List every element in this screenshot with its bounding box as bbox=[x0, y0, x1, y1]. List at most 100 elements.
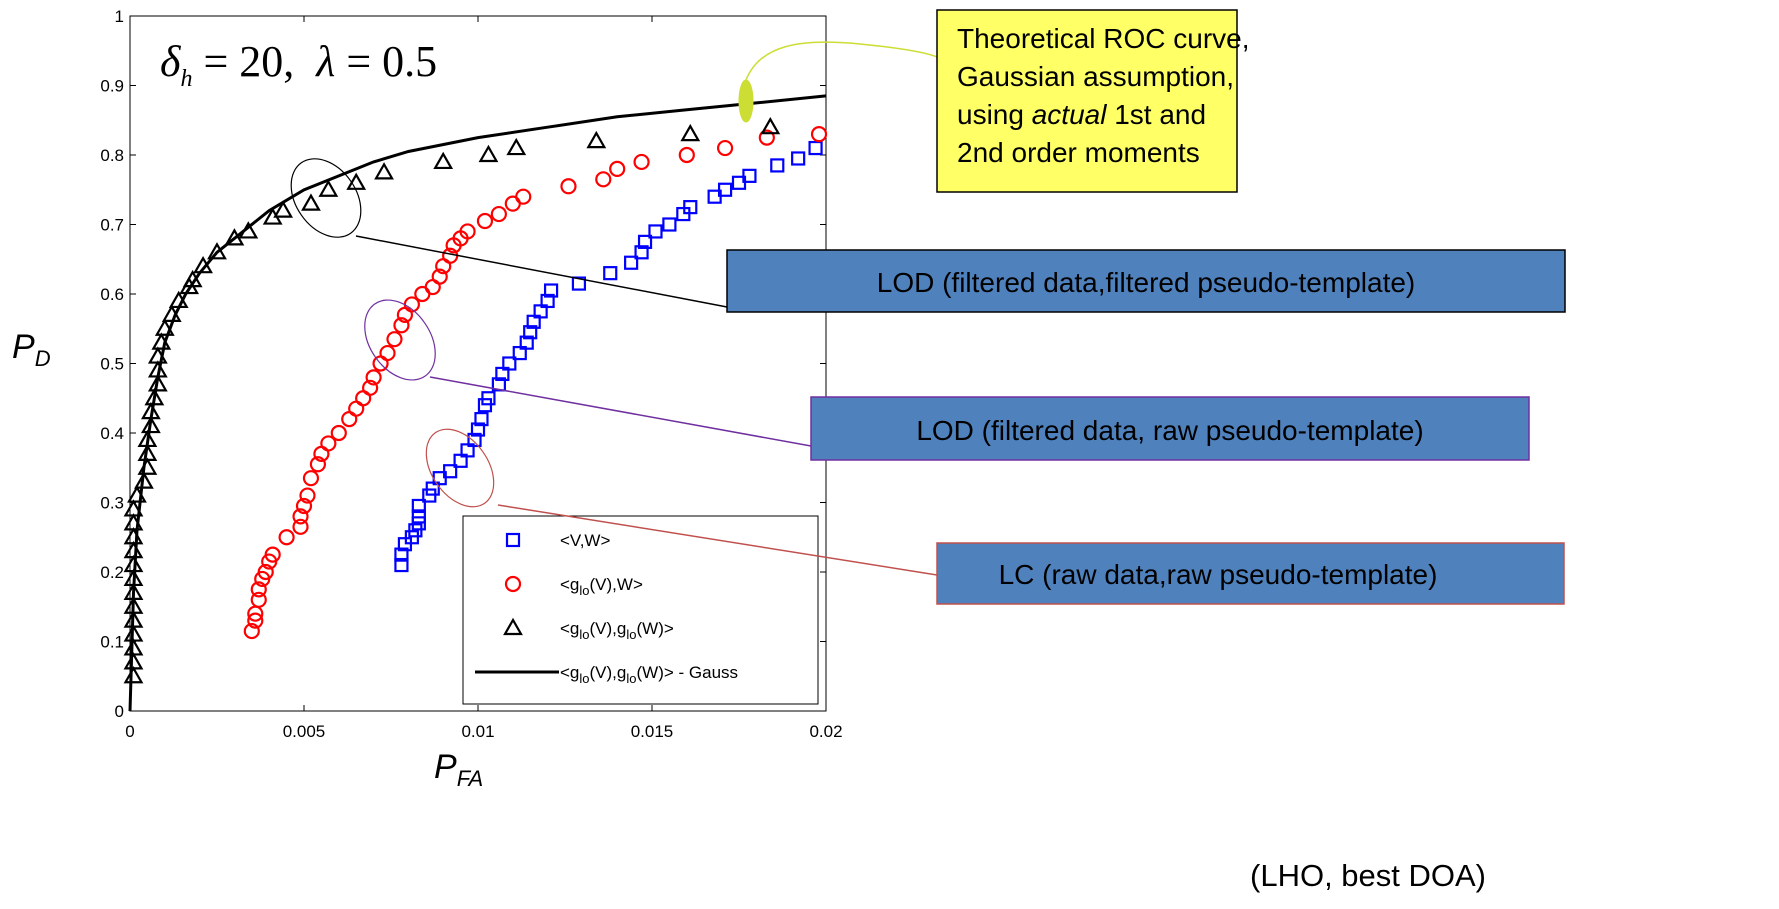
x-axis-label-sub: FA bbox=[456, 766, 484, 791]
data-point-circle bbox=[264, 546, 281, 563]
data-point-square bbox=[481, 391, 496, 406]
data-point-circle bbox=[348, 400, 365, 417]
data-point-triangle bbox=[680, 123, 701, 142]
data-point-square bbox=[717, 182, 733, 197]
annotation-box bbox=[936, 542, 1565, 605]
series-gauss-line bbox=[128, 94, 827, 712]
y-axis-label-main: P bbox=[12, 328, 35, 366]
data-point-square bbox=[634, 245, 649, 260]
data-point-triangle bbox=[506, 137, 527, 156]
data-point-circle bbox=[379, 344, 396, 362]
annotation-text: LC (raw data,raw pseudo-template) bbox=[999, 559, 1438, 590]
data-point-square bbox=[683, 200, 698, 215]
x-tick-label: 0.02 bbox=[809, 722, 842, 741]
data-point-square bbox=[523, 325, 538, 340]
data-point-triangle bbox=[374, 162, 394, 180]
data-point-square bbox=[474, 412, 489, 427]
data-point-triangle bbox=[123, 540, 144, 559]
data-point-square bbox=[808, 140, 823, 156]
data-point-circle bbox=[386, 331, 403, 348]
leader-line-black bbox=[355, 235, 728, 308]
annotations: LOD (filtered data,filtered pseudo-templ… bbox=[290, 9, 1566, 605]
annotation-text: using actual 1st and bbox=[957, 99, 1206, 130]
data-point-circle bbox=[476, 212, 494, 230]
highlight-ellipse-red bbox=[425, 428, 495, 508]
leader-line-purple bbox=[429, 376, 812, 447]
data-point-square bbox=[411, 509, 426, 524]
data-point-circle bbox=[292, 508, 309, 525]
annotation-text: Gaussian assumption, bbox=[957, 61, 1234, 92]
data-point-triangle bbox=[147, 374, 168, 392]
annotation-text: LOD (filtered data, raw pseudo-template) bbox=[916, 415, 1423, 446]
x-tick-label: 0.005 bbox=[283, 722, 326, 741]
param-value-2: = 0.5 bbox=[335, 37, 438, 86]
y-tick-label: 1 bbox=[115, 7, 124, 26]
data-point-circle bbox=[365, 369, 382, 386]
y-tick-label: 0.3 bbox=[100, 494, 124, 513]
data-point-circle bbox=[278, 529, 295, 546]
y-axis-label: PD bbox=[12, 328, 51, 372]
data-point-circle bbox=[299, 487, 316, 504]
data-point-triangle bbox=[123, 652, 144, 670]
data-point-circle bbox=[490, 205, 507, 223]
y-tick-label: 0.7 bbox=[100, 216, 124, 235]
data-point-square bbox=[467, 432, 482, 448]
y-tick-label: 0.5 bbox=[100, 355, 124, 374]
data-point-square bbox=[394, 547, 409, 562]
parameter-label: δh = 20, λ = 0.5 bbox=[160, 36, 437, 93]
data-point-circle bbox=[247, 612, 264, 629]
data-point-circle bbox=[633, 153, 650, 171]
y-tick-label: 0.8 bbox=[100, 146, 124, 165]
data-point-square bbox=[637, 234, 653, 249]
param-symbol-1: δ bbox=[160, 37, 181, 86]
leader-line-yellow bbox=[745, 41, 938, 81]
data-point-circle bbox=[243, 622, 260, 640]
data-point-square bbox=[540, 293, 555, 309]
param-value-1: = 20, bbox=[192, 37, 317, 86]
data-point-square bbox=[394, 557, 409, 573]
x-axis-label: PFA bbox=[434, 748, 483, 792]
x-tick-label: 0.01 bbox=[461, 722, 494, 741]
data-point-circle bbox=[341, 411, 358, 428]
data-point-circle bbox=[330, 424, 347, 442]
highlight-ellipse-yellow bbox=[738, 79, 754, 123]
data-point-circle bbox=[758, 129, 775, 146]
data-point-triangle bbox=[318, 179, 339, 197]
data-point-square bbox=[543, 283, 559, 298]
data-point-triangle bbox=[478, 144, 499, 163]
legend-marker-circle bbox=[504, 575, 522, 593]
data-point-triangle bbox=[137, 443, 158, 461]
data-point-circle bbox=[250, 591, 267, 608]
data-point-circle bbox=[320, 435, 337, 452]
legend-label: <glo(V),glo(W)> - Gauss bbox=[560, 663, 738, 686]
legend-label: <V,W> bbox=[560, 531, 610, 550]
data-point-triangle bbox=[586, 130, 607, 149]
data-point-circle bbox=[257, 563, 274, 581]
data-point-square bbox=[411, 498, 426, 514]
axes: 0 0.1 0.2 0.3 0.4 0.5 0.6 0.7 0.8 0.9 1 0 0.005 0.01 0… bbox=[100, 7, 842, 741]
data-point-triangle bbox=[140, 415, 161, 434]
data-point-square bbox=[470, 422, 486, 437]
data-point-square bbox=[648, 224, 663, 239]
data-point-circle bbox=[560, 178, 577, 195]
x-axis-label-main: P bbox=[434, 748, 457, 786]
legend-label: <glo(V),W> bbox=[560, 575, 643, 598]
y-tick-label: 0.6 bbox=[100, 285, 124, 304]
annotation-text: Theoretical ROC curve, bbox=[957, 23, 1250, 54]
data-point-square bbox=[502, 356, 517, 371]
data-point-square bbox=[519, 335, 534, 350]
data-point-square bbox=[624, 255, 639, 270]
legend-marker-triangle bbox=[503, 617, 523, 636]
data-point-circle bbox=[459, 223, 476, 240]
y-tick-label: 0.4 bbox=[100, 424, 124, 443]
data-point-square bbox=[742, 168, 757, 183]
data-point-triangle bbox=[207, 242, 227, 260]
data-point-circle bbox=[595, 171, 612, 188]
data-point-circle bbox=[362, 379, 379, 396]
data-point-square bbox=[791, 151, 806, 166]
data-point-triangle bbox=[433, 151, 454, 170]
annotation-box bbox=[810, 396, 1530, 461]
caption: (LHO, best DOA) bbox=[1250, 858, 1486, 893]
leader-line-red bbox=[497, 504, 938, 576]
data-point-circle bbox=[810, 126, 828, 143]
